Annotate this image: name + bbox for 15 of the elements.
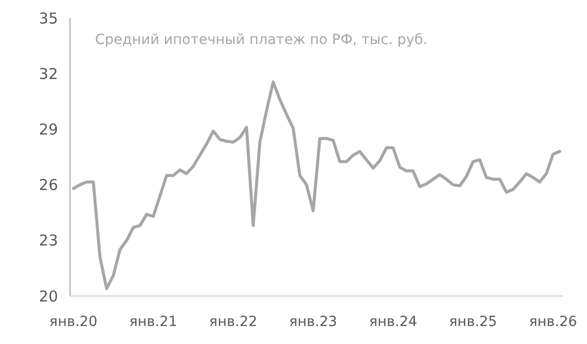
x-tick-label: янв.21	[129, 314, 178, 330]
y-tick-label: 29	[38, 120, 58, 138]
line-series	[72, 80, 562, 290]
x-tick-label: янв.20	[49, 314, 98, 330]
y-tick-label: 26	[38, 176, 58, 194]
x-tick-label: янв.25	[449, 314, 498, 330]
y-tick-label: 32	[38, 64, 58, 83]
y-tick-label: 35	[38, 9, 58, 28]
x-tick-label: янв.22	[209, 314, 258, 330]
x-tick-label: янв.24	[369, 314, 418, 330]
x-tick-label: янв.26	[528, 314, 578, 330]
x-tick-label: янв.23	[289, 314, 338, 330]
y-tick-label: 20	[38, 287, 58, 306]
text: Средний ипотечный платеж по РФ, тыс. руб.	[95, 32, 428, 48]
y-tick-label: 23	[38, 232, 58, 250]
